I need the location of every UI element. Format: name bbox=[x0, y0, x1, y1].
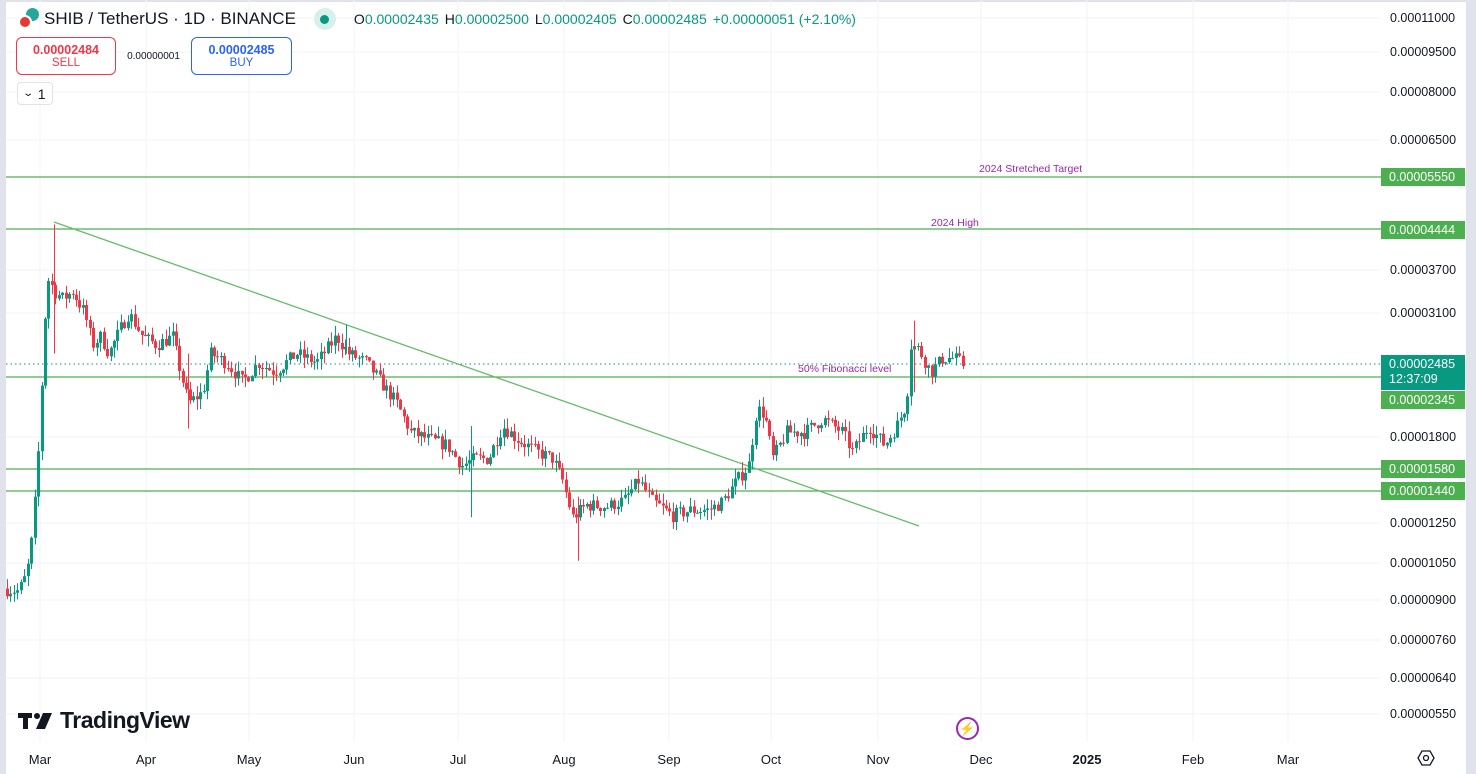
open-label: O bbox=[353, 11, 365, 27]
price-tick: 0.00003700 bbox=[1390, 263, 1457, 277]
indicators-collapse-button[interactable]: ⌄ 1 bbox=[17, 82, 53, 105]
bar-countdown: 12:37:09 bbox=[1389, 372, 1438, 386]
change-value: +0.00000051 (+2.10%) bbox=[712, 11, 856, 27]
time-tick: Aug bbox=[552, 752, 576, 767]
time-tick: Sep bbox=[657, 752, 681, 767]
price-tick: 0.00009500 bbox=[1390, 45, 1457, 59]
level-badge-fib-50: 0.00002345 bbox=[1381, 391, 1465, 409]
current-price-badge: 0.00002485 12:37:09 bbox=[1381, 355, 1465, 390]
horizontal-levels bbox=[6, 176, 1381, 492]
time-tick: 2025 bbox=[1072, 752, 1102, 767]
tradingview-logo[interactable]: TradingView bbox=[18, 707, 190, 734]
label-fib-50[interactable]: 50% Fibonacci level bbox=[798, 363, 892, 375]
price-tick: 0.00000760 bbox=[1390, 633, 1457, 647]
time-tick: Feb bbox=[1181, 752, 1205, 767]
indicator-count: 1 bbox=[37, 85, 46, 102]
time-tick: Nov bbox=[866, 752, 890, 767]
symbol-title[interactable]: SHIB / TetherUS · 1D · BINANCE bbox=[44, 9, 296, 28]
candles bbox=[6, 224, 965, 602]
price-tick: 0.00006500 bbox=[1390, 133, 1457, 147]
price-tick: 0.00001050 bbox=[1390, 556, 1457, 570]
symbol-legend: SHIB / TetherUS · 1D · BINANCE O0.000024… bbox=[18, 7, 856, 31]
settings-icon[interactable] bbox=[1416, 748, 1436, 768]
label-stretched-target[interactable]: 2024 Stretched Target bbox=[979, 163, 1083, 175]
level-badge-support-2: 0.00001440 bbox=[1381, 482, 1465, 500]
price-tick: 0.00000550 bbox=[1390, 707, 1457, 721]
ohlc-values: O0.00002435 H0.00002500 L0.00002405 C0.0… bbox=[354, 11, 856, 27]
time-tick: May bbox=[236, 752, 262, 767]
sell-price: 0.00002484 bbox=[32, 43, 100, 57]
high-label: H bbox=[444, 11, 455, 27]
top-border bbox=[0, 0, 1476, 2]
tradingview-logo-text: TradingView bbox=[60, 707, 190, 733]
low-label: L bbox=[534, 11, 543, 27]
label-2024-high[interactable]: 2024 High bbox=[931, 217, 979, 229]
price-tick: 0.00011000 bbox=[1390, 11, 1456, 25]
low-value: 0.00002405 bbox=[542, 11, 617, 27]
buy-label: BUY bbox=[229, 57, 254, 69]
spread-value: 0.00000001 bbox=[127, 50, 180, 62]
open-value: 0.00002435 bbox=[364, 11, 439, 27]
price-tick: 0.00000900 bbox=[1390, 593, 1457, 607]
buy-button[interactable]: 0.00002485 BUY bbox=[191, 37, 292, 75]
level-badge-support-1: 0.00001580 bbox=[1381, 460, 1465, 478]
lightning-event-icon[interactable]: ⚡ bbox=[956, 717, 979, 740]
time-tick: Mar bbox=[1276, 752, 1300, 767]
buy-price: 0.00002485 bbox=[208, 43, 275, 57]
time-tick: Apr bbox=[135, 752, 157, 767]
price-tick: 0.00000640 bbox=[1390, 671, 1457, 685]
level-badge-2024-high: 0.00004444 bbox=[1381, 221, 1465, 239]
time-tick: Oct bbox=[760, 752, 782, 767]
current-price: 0.00002485 bbox=[1389, 357, 1456, 371]
time-tick: Mar bbox=[28, 752, 52, 767]
sell-button[interactable]: 0.00002484 SELL bbox=[16, 37, 116, 75]
trendline bbox=[53, 221, 920, 527]
time-tick: Dec bbox=[969, 752, 993, 767]
time-tick: Jul bbox=[449, 752, 467, 767]
sell-label: SELL bbox=[51, 57, 81, 69]
price-tick: 0.00001800 bbox=[1390, 430, 1457, 444]
left-border bbox=[0, 0, 6, 774]
high-value: 0.00002500 bbox=[454, 11, 529, 27]
tradingview-logo-icon bbox=[18, 712, 52, 729]
shiba-coin-icon[interactable] bbox=[18, 8, 40, 30]
time-tick: Jun bbox=[343, 752, 365, 767]
price-tick: 0.00008000 bbox=[1390, 85, 1457, 99]
price-tick: 0.00001250 bbox=[1390, 516, 1457, 530]
market-open-dot-icon[interactable] bbox=[313, 8, 336, 30]
price-tick: 0.00003100 bbox=[1390, 306, 1457, 320]
chevron-down-icon: ⌄ bbox=[22, 88, 35, 99]
trade-panel: 0.00002484 SELL 0.00000001 0.00002485 BU… bbox=[16, 37, 292, 75]
close-value: 0.00002485 bbox=[632, 11, 707, 27]
right-border bbox=[1466, 0, 1476, 774]
level-badge-stretched-target: 0.00005550 bbox=[1381, 168, 1465, 186]
close-label: C bbox=[622, 11, 633, 27]
grid-lines bbox=[6, 0, 1380, 742]
